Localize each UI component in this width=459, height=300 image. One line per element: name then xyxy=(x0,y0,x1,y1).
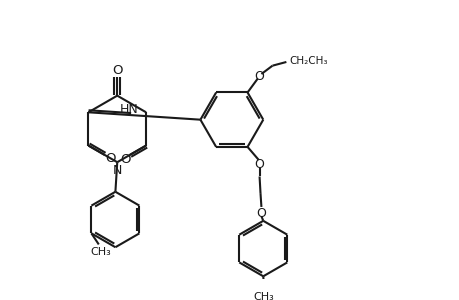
Text: O: O xyxy=(112,64,122,77)
Text: CH₃: CH₃ xyxy=(253,292,274,300)
Text: CH₂CH₃: CH₂CH₃ xyxy=(289,56,327,66)
Text: O: O xyxy=(254,158,264,171)
Text: N: N xyxy=(112,164,122,177)
Text: HN: HN xyxy=(120,103,138,116)
Text: O: O xyxy=(254,70,264,83)
Text: O: O xyxy=(256,207,266,220)
Text: O: O xyxy=(120,153,130,166)
Text: CH₃: CH₃ xyxy=(90,247,111,257)
Text: O: O xyxy=(106,152,116,165)
